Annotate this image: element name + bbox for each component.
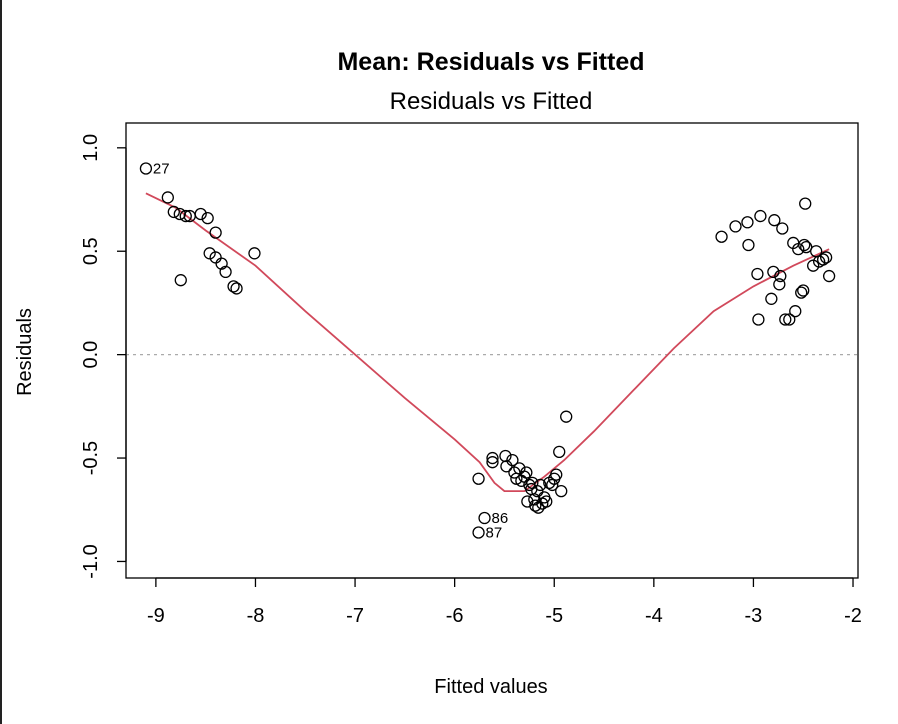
x-tick-label: -5 (545, 605, 563, 627)
data-point (215, 257, 228, 270)
data-point (139, 162, 153, 175)
data-point (529, 499, 542, 512)
y-tick-label: 1.0 (80, 134, 102, 162)
data-point (227, 280, 240, 293)
data-point (540, 495, 553, 508)
data-point (742, 238, 755, 252)
data-point (768, 214, 781, 227)
data-point (478, 511, 491, 525)
data-point (532, 501, 545, 514)
chart-title: Mean: Residuals vs Fitted (337, 48, 644, 76)
data-point (550, 468, 563, 481)
x-axis-label: Fitted values (434, 676, 547, 698)
data-point (779, 313, 792, 326)
data-point (194, 207, 207, 221)
data-point (248, 247, 261, 260)
x-tick-label: -8 (247, 605, 265, 627)
y-tick-label: 0.0 (80, 341, 102, 369)
x-tick-label: -7 (346, 605, 364, 627)
x-tick-label: -6 (446, 605, 464, 627)
data-point (201, 211, 214, 225)
data-point (534, 478, 547, 492)
data-point (789, 305, 802, 318)
data-point (816, 253, 830, 266)
y-tick-label: 0.5 (80, 237, 102, 265)
data-point (486, 456, 499, 469)
data-point (500, 460, 513, 473)
data-point (783, 313, 796, 326)
data-point (553, 445, 566, 458)
window-edge (0, 0, 2, 724)
data-point (555, 484, 568, 498)
data-point (715, 230, 728, 243)
data-point (506, 453, 519, 467)
point-label: 87 (486, 525, 503, 542)
chart-subtitle: Residuals vs Fitted (390, 88, 593, 115)
smooth-line (145, 192, 830, 492)
data-point (179, 209, 192, 223)
data-point (219, 265, 232, 279)
data-point (472, 526, 485, 539)
y-tick-label: -1.0 (80, 544, 102, 578)
data-point (774, 269, 787, 283)
data-point (751, 267, 764, 281)
data-point (520, 466, 533, 479)
data-point (797, 284, 810, 297)
data-point (729, 220, 742, 233)
data-point (773, 278, 786, 291)
data-point (765, 292, 778, 305)
data-point (822, 269, 836, 283)
data-point (521, 495, 534, 508)
data-point (752, 313, 765, 326)
y-tick-label: -0.5 (80, 441, 102, 475)
data-point (560, 410, 573, 423)
x-tick-label: -3 (745, 605, 763, 627)
data-point (546, 478, 559, 492)
data-point (486, 451, 499, 465)
x-tick-label: -2 (844, 605, 862, 627)
data-point (167, 205, 180, 219)
data-point (741, 216, 754, 229)
x-tick-label: -9 (147, 605, 165, 627)
point-label: 27 (153, 161, 170, 178)
data-point (776, 222, 789, 235)
data-point (161, 191, 174, 204)
data-point (754, 209, 767, 223)
data-point (209, 226, 222, 239)
data-point (799, 197, 812, 210)
y-axis-label: Residuals (14, 308, 36, 396)
data-point (472, 472, 485, 485)
data-point (819, 251, 833, 264)
data-point (230, 282, 243, 295)
data-point (767, 265, 780, 279)
data-point (174, 274, 187, 287)
x-tick-label: -4 (645, 605, 663, 627)
data-point (795, 286, 808, 299)
data-point (531, 484, 544, 498)
point-label: 86 (492, 510, 509, 527)
data-point (798, 238, 811, 252)
